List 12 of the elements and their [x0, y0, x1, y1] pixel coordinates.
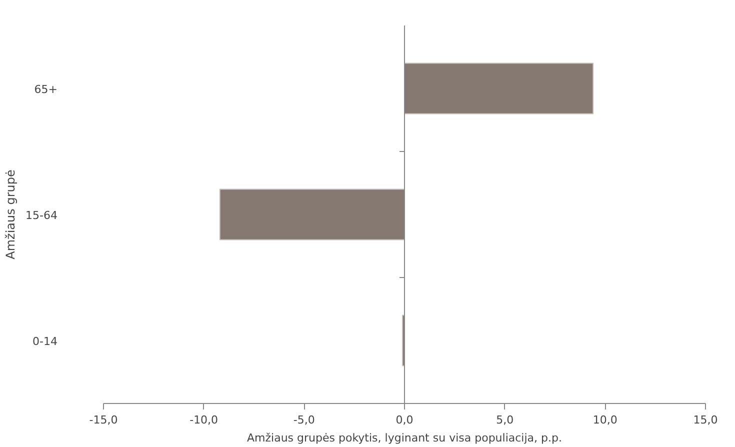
y-tick-label: 0-14 — [32, 335, 58, 348]
x-tick-label: -15,0 — [89, 414, 118, 426]
y-tick-label: 65+ — [34, 83, 58, 96]
x-tick-label: 10,0 — [592, 414, 618, 426]
y-axis-title: Amžiaus grupė — [4, 170, 18, 260]
x-tick-label: 5,0 — [496, 414, 514, 426]
x-tick-label: 0,0 — [396, 414, 414, 426]
x-axis-title: Amžiaus grupės pokytis, lyginant su visa populiacija, p.p. — [247, 432, 562, 444]
x-tick-label: -10,0 — [190, 414, 218, 426]
y-tick-label: 15-64 — [26, 209, 58, 222]
x-tick-label: 15,0 — [693, 414, 718, 426]
x-tick-label: -5,0 — [293, 414, 315, 426]
